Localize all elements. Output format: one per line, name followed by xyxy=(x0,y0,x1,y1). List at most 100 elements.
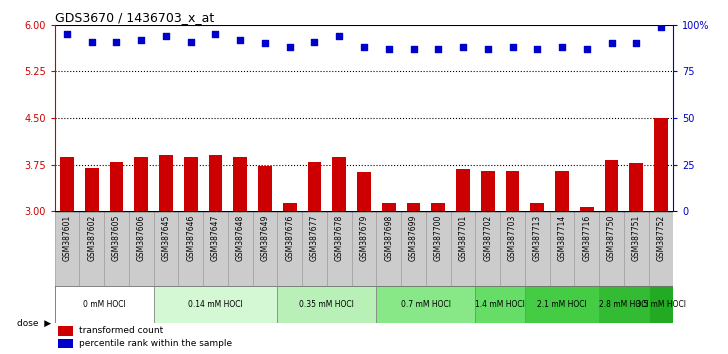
Text: dose  ▶: dose ▶ xyxy=(17,319,51,328)
Bar xyxy=(258,166,272,211)
Bar xyxy=(203,211,228,286)
Bar xyxy=(382,203,395,211)
Bar xyxy=(327,211,352,286)
Bar xyxy=(401,211,426,286)
Bar xyxy=(110,162,123,211)
Point xyxy=(383,46,395,52)
Bar xyxy=(79,211,104,286)
Text: 1.4 mM HOCl: 1.4 mM HOCl xyxy=(475,300,525,309)
Bar xyxy=(630,164,643,211)
Bar xyxy=(555,171,569,211)
Bar xyxy=(55,286,154,323)
Text: GSM387649: GSM387649 xyxy=(261,215,269,262)
Text: 0.35 mM HOCl: 0.35 mM HOCl xyxy=(299,300,355,309)
Bar xyxy=(308,162,321,211)
Bar xyxy=(352,211,376,286)
Point xyxy=(135,37,147,42)
Bar xyxy=(550,211,574,286)
Bar xyxy=(407,203,420,211)
Bar xyxy=(506,171,519,211)
Bar xyxy=(649,211,673,286)
Point xyxy=(259,41,271,46)
Point xyxy=(482,46,494,52)
Text: GSM387751: GSM387751 xyxy=(632,215,641,261)
Bar xyxy=(580,207,593,211)
Point xyxy=(111,39,122,44)
Point xyxy=(655,24,667,29)
Text: GSM387645: GSM387645 xyxy=(162,215,170,262)
Text: GSM387750: GSM387750 xyxy=(607,215,616,262)
Text: GSM387679: GSM387679 xyxy=(360,215,368,262)
Bar xyxy=(104,211,129,286)
Point xyxy=(432,46,444,52)
Bar xyxy=(531,203,544,211)
Text: 3.5 mM HOCl: 3.5 mM HOCl xyxy=(636,300,686,309)
Point xyxy=(86,39,98,44)
Point xyxy=(507,44,518,50)
Bar xyxy=(599,211,624,286)
Bar xyxy=(234,157,247,211)
Text: GSM387647: GSM387647 xyxy=(211,215,220,262)
Text: GSM387606: GSM387606 xyxy=(137,215,146,262)
Point xyxy=(556,44,568,50)
Point xyxy=(309,39,320,44)
Bar xyxy=(475,211,500,286)
Text: percentile rank within the sample: percentile rank within the sample xyxy=(79,339,232,348)
Bar xyxy=(154,211,178,286)
Text: 2.8 mM HOCl: 2.8 mM HOCl xyxy=(599,300,649,309)
Text: GSM387752: GSM387752 xyxy=(657,215,665,261)
Bar xyxy=(376,286,475,323)
Bar xyxy=(209,155,222,211)
Bar xyxy=(456,169,470,211)
Bar xyxy=(159,155,173,211)
Text: GSM387602: GSM387602 xyxy=(87,215,96,261)
Text: GSM387699: GSM387699 xyxy=(409,215,418,262)
Point xyxy=(333,33,345,39)
Bar xyxy=(525,286,599,323)
Text: GSM387646: GSM387646 xyxy=(186,215,195,262)
Bar xyxy=(85,168,98,211)
Bar xyxy=(500,211,525,286)
Bar xyxy=(481,171,494,211)
Text: GSM387698: GSM387698 xyxy=(384,215,393,261)
Point xyxy=(581,46,593,52)
Text: GSM387703: GSM387703 xyxy=(508,215,517,262)
Text: GSM387648: GSM387648 xyxy=(236,215,245,261)
Text: GDS3670 / 1436703_x_at: GDS3670 / 1436703_x_at xyxy=(55,11,214,24)
Text: transformed count: transformed count xyxy=(79,326,164,335)
Text: GSM387605: GSM387605 xyxy=(112,215,121,262)
Text: 0.14 mM HOCl: 0.14 mM HOCl xyxy=(188,300,243,309)
Point xyxy=(606,41,617,46)
Point xyxy=(630,41,642,46)
Bar xyxy=(277,286,376,323)
Bar xyxy=(129,211,154,286)
Point xyxy=(234,37,246,42)
Bar xyxy=(599,286,649,323)
Bar xyxy=(475,286,525,323)
Text: GSM387713: GSM387713 xyxy=(533,215,542,261)
Point xyxy=(408,46,419,52)
Bar xyxy=(649,286,673,323)
Text: 0.7 mM HOCl: 0.7 mM HOCl xyxy=(401,300,451,309)
Bar xyxy=(357,172,371,211)
Bar xyxy=(654,118,668,211)
Text: GSM387601: GSM387601 xyxy=(63,215,71,261)
Text: GSM387702: GSM387702 xyxy=(483,215,492,261)
Bar xyxy=(277,211,302,286)
Bar xyxy=(302,211,327,286)
Text: GSM387678: GSM387678 xyxy=(335,215,344,261)
Text: GSM387701: GSM387701 xyxy=(459,215,467,261)
Point xyxy=(457,44,469,50)
Bar xyxy=(333,157,346,211)
Bar xyxy=(605,160,618,211)
Bar xyxy=(525,211,550,286)
Text: GSM387676: GSM387676 xyxy=(285,215,294,262)
Bar xyxy=(574,211,599,286)
Bar xyxy=(58,326,73,336)
Bar xyxy=(228,211,253,286)
Bar xyxy=(60,157,74,211)
Point xyxy=(284,44,296,50)
Bar xyxy=(55,211,79,286)
Bar xyxy=(135,157,148,211)
Bar xyxy=(624,211,649,286)
